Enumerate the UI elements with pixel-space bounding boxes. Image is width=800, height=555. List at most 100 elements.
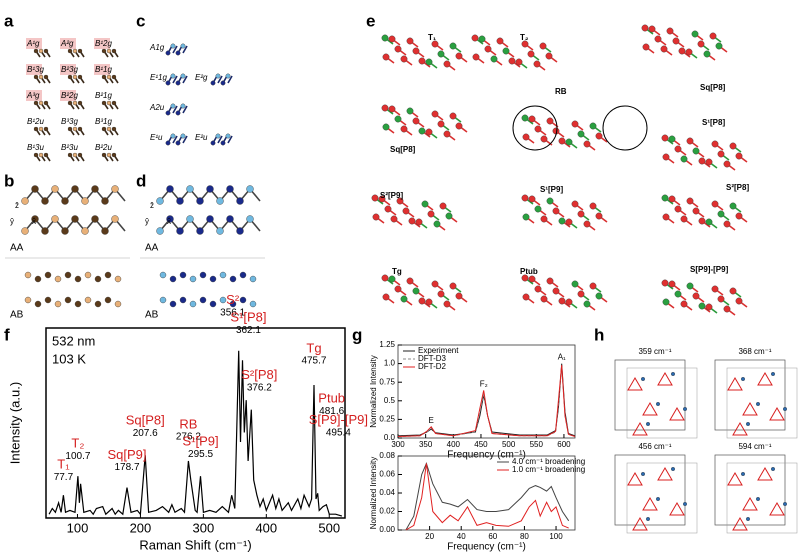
atom bbox=[239, 296, 247, 304]
atom bbox=[577, 130, 585, 138]
label: Tg bbox=[306, 340, 321, 355]
atom bbox=[170, 133, 176, 139]
bond bbox=[182, 135, 188, 144]
atom bbox=[686, 137, 694, 145]
atom bbox=[169, 275, 177, 283]
label: B²3g bbox=[61, 65, 78, 74]
atom bbox=[565, 138, 573, 146]
atom bbox=[43, 152, 49, 158]
atom bbox=[166, 215, 174, 223]
atom bbox=[449, 282, 457, 290]
atom bbox=[396, 197, 404, 205]
label: 276.2 bbox=[176, 432, 201, 443]
label: x̂ bbox=[32, 217, 36, 226]
label: AA bbox=[10, 243, 24, 254]
label: F₂ bbox=[480, 379, 488, 388]
label-bg bbox=[60, 64, 76, 75]
atom bbox=[583, 140, 591, 148]
label: DFT-D3 bbox=[418, 354, 447, 363]
atom bbox=[746, 517, 751, 522]
atom bbox=[101, 126, 107, 132]
atom bbox=[101, 48, 107, 54]
atom bbox=[717, 150, 725, 158]
atom bbox=[176, 227, 184, 235]
tetrahedron bbox=[642, 497, 658, 511]
label: Sq[P8] bbox=[126, 413, 165, 428]
atom bbox=[674, 290, 682, 298]
atom bbox=[671, 372, 676, 377]
atom bbox=[471, 34, 479, 42]
label: 362.1 bbox=[236, 325, 261, 336]
label: B³3g bbox=[61, 117, 78, 126]
bond bbox=[227, 75, 233, 84]
atom bbox=[589, 282, 597, 290]
atom bbox=[199, 271, 207, 279]
series-line bbox=[397, 365, 576, 437]
atom bbox=[534, 285, 542, 293]
cube bbox=[614, 359, 686, 431]
atom bbox=[565, 218, 573, 226]
label: g bbox=[352, 325, 362, 344]
atom bbox=[522, 133, 530, 141]
atom bbox=[521, 40, 529, 48]
label: S¹[P8] bbox=[702, 118, 725, 127]
label: Sq[P8] bbox=[700, 83, 726, 92]
atom bbox=[71, 215, 79, 223]
series-line bbox=[405, 463, 569, 531]
atom bbox=[683, 502, 688, 507]
atom bbox=[686, 282, 694, 290]
atom bbox=[67, 74, 73, 80]
atom bbox=[384, 205, 392, 213]
label: Frequency (cm⁻¹) bbox=[447, 542, 526, 553]
atom bbox=[71, 185, 79, 193]
atom bbox=[74, 300, 82, 308]
label: S¹[P8] bbox=[230, 310, 266, 325]
atom bbox=[400, 55, 408, 63]
label: AB bbox=[10, 310, 24, 321]
atom bbox=[215, 73, 221, 79]
tetrahedron bbox=[757, 467, 773, 481]
atom bbox=[43, 100, 49, 106]
tetrahedron bbox=[732, 422, 748, 436]
cube bbox=[626, 367, 698, 439]
label: 550 bbox=[530, 440, 544, 449]
highlight bbox=[512, 105, 558, 151]
label: 178.7 bbox=[114, 462, 139, 473]
atom bbox=[106, 126, 112, 132]
label: A1g bbox=[149, 43, 165, 52]
atom bbox=[111, 126, 117, 132]
atom bbox=[175, 80, 181, 86]
atom bbox=[443, 300, 451, 308]
atom bbox=[508, 57, 516, 65]
label: 0.0 bbox=[384, 433, 396, 442]
atom bbox=[583, 220, 591, 228]
atom bbox=[408, 217, 416, 225]
atom bbox=[783, 407, 788, 412]
label: Tg bbox=[392, 267, 402, 276]
cube bbox=[714, 454, 786, 526]
atom bbox=[692, 207, 700, 215]
atom bbox=[709, 32, 717, 40]
atom bbox=[661, 134, 669, 142]
atom bbox=[698, 217, 706, 225]
atom bbox=[662, 298, 670, 306]
atom bbox=[34, 275, 42, 283]
series-line bbox=[405, 461, 570, 531]
atom bbox=[106, 48, 112, 54]
atom bbox=[106, 74, 112, 80]
bond bbox=[217, 75, 223, 84]
atom bbox=[595, 292, 603, 300]
atom bbox=[94, 300, 102, 308]
atom bbox=[662, 213, 670, 221]
atom bbox=[552, 287, 560, 295]
atom bbox=[33, 48, 39, 54]
atom bbox=[437, 50, 445, 58]
label: Ptub bbox=[520, 267, 538, 276]
atom bbox=[528, 115, 536, 123]
atom bbox=[196, 197, 204, 205]
atom bbox=[528, 275, 536, 283]
atom bbox=[771, 372, 776, 377]
atom bbox=[539, 42, 547, 50]
atom bbox=[433, 220, 441, 228]
label: 0.75 bbox=[379, 377, 395, 386]
